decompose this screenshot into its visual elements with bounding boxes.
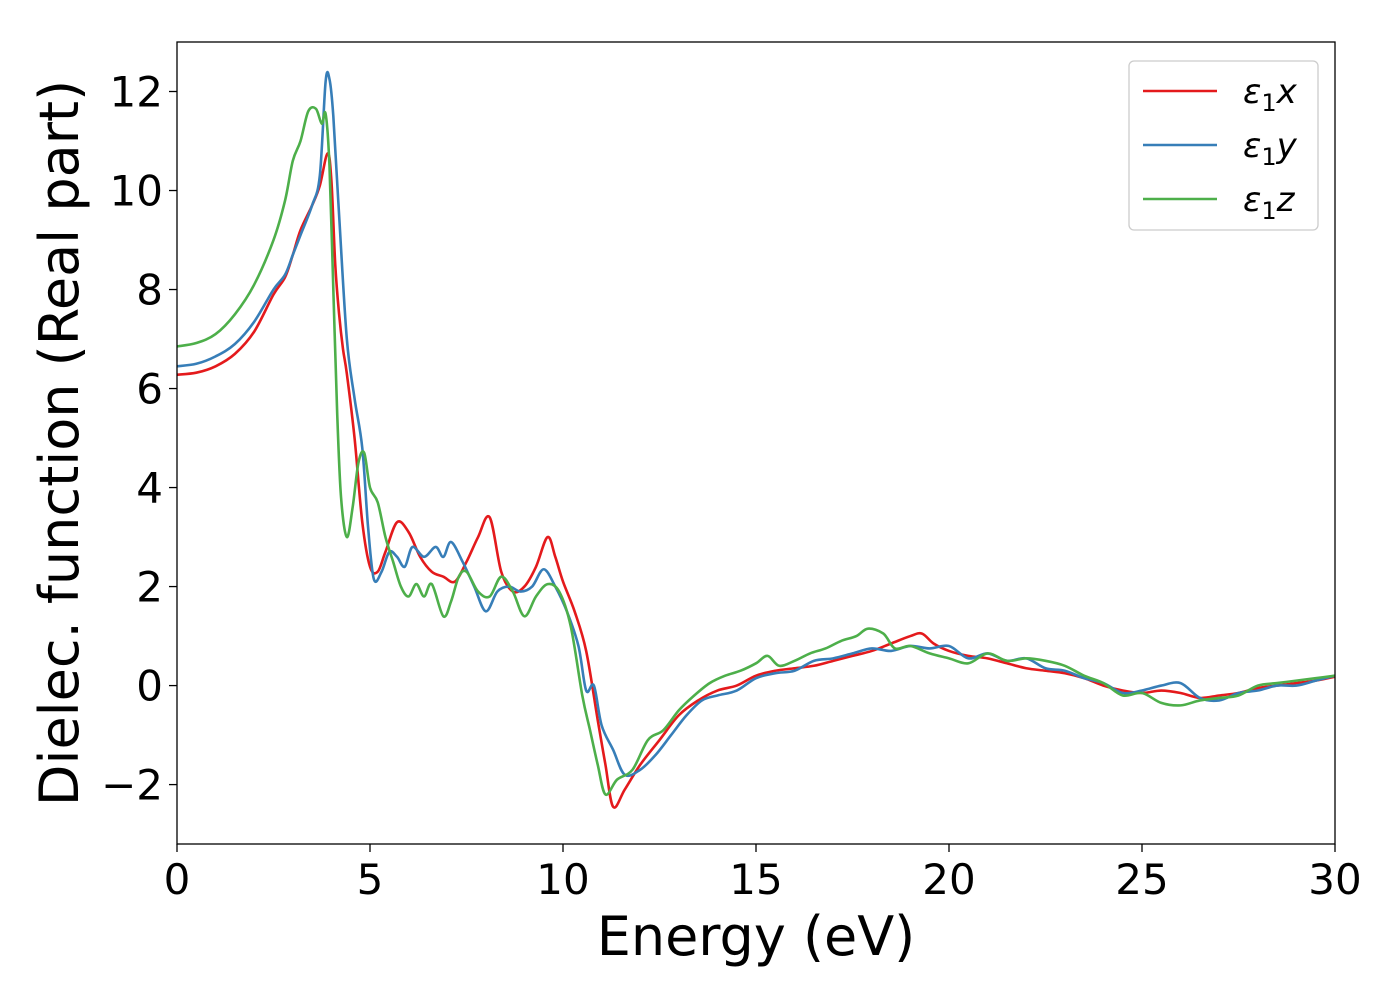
legend-box	[1128, 60, 1319, 231]
legend-label-x: ε1x	[1243, 72, 1298, 117]
x-tick-label: 10	[536, 855, 589, 904]
x-axis: 0 5 10 15 20 25 30	[164, 844, 1362, 904]
y-tick-label: 4	[136, 464, 163, 513]
x-tick-label: 15	[729, 855, 782, 904]
legend-label-z: ε1z	[1243, 180, 1296, 225]
x-tick-label: 30	[1308, 855, 1361, 904]
y-tick-label: 0	[136, 662, 163, 711]
y-axis-label: Dielec. function (Real part)	[28, 80, 91, 806]
series-line-y	[176, 70, 1336, 778]
y-tick-label: 6	[136, 365, 163, 414]
x-tick-label: 20	[922, 855, 975, 904]
x-tick-label: 25	[1115, 855, 1168, 904]
y-tick-label: 12	[110, 68, 163, 117]
y-axis: −2 0 2 4 6 8 10 12	[101, 68, 177, 810]
legend: ε1x ε1y ε1z	[1128, 60, 1319, 231]
y-tick-label: −2	[101, 761, 163, 810]
x-tick-label: 0	[164, 855, 191, 904]
x-axis-label: Energy (eV)	[597, 905, 916, 968]
series-line-z	[176, 105, 1336, 797]
series-layer	[176, 70, 1336, 809]
x-tick-label: 5	[357, 855, 384, 904]
y-tick-label: 8	[136, 266, 163, 315]
series-line-x	[176, 152, 1336, 809]
legend-label-y: ε1y	[1243, 126, 1298, 171]
y-tick-label: 10	[110, 167, 163, 216]
y-tick-label: 2	[136, 563, 163, 612]
